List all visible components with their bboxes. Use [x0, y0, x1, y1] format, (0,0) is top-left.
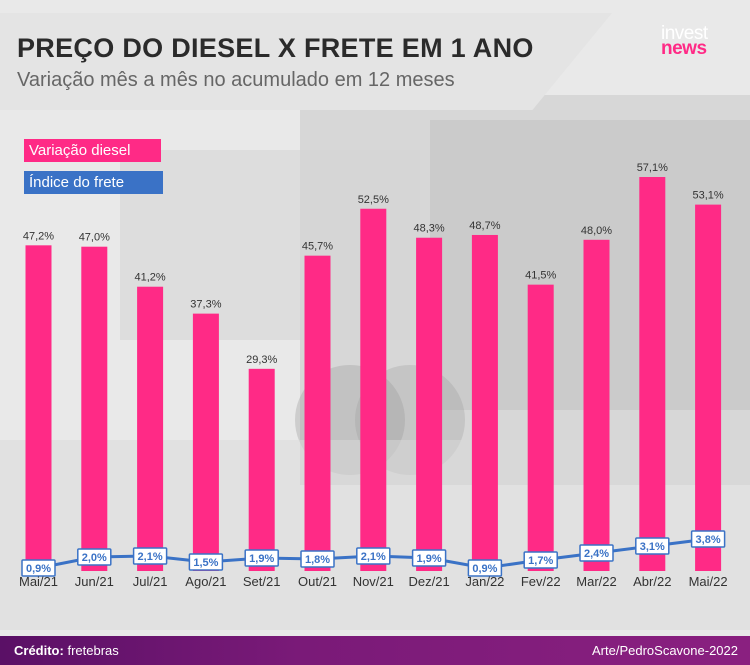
freight-point: [635, 537, 670, 555]
x-tick-label: Mar/22: [576, 574, 616, 589]
x-tick-label: Fev/22: [521, 574, 561, 589]
freight-value-label: 1,7%: [528, 555, 553, 567]
credit-text: Crédito: fretebras: [14, 643, 119, 658]
chart-title: PREÇO DO DIESEL X FRETE EM 1 ANO: [17, 33, 534, 63]
credit-label: Crédito:: [14, 643, 64, 658]
legend-diesel: Variação diesel: [24, 139, 161, 162]
bar-value-label: 41,5%: [525, 270, 556, 282]
freight-value-label: 0,9%: [26, 563, 51, 575]
bar-value-label: 45,7%: [302, 241, 333, 253]
bar-diesel: [527, 284, 554, 571]
bar-value-label: 29,3%: [246, 354, 277, 366]
freight-point: [77, 548, 112, 566]
investnews-logo: invest news: [661, 23, 741, 59]
bar-diesel: [583, 239, 610, 572]
bar-diesel: [81, 246, 108, 571]
bar-value-label: 52,5%: [358, 194, 389, 206]
bar-value-label: 48,7%: [469, 220, 500, 232]
bar-diesel: [192, 313, 219, 571]
bar-diesel: [416, 237, 443, 572]
freight-value-label: 2,1%: [138, 551, 163, 563]
footer-bar: Crédito: fretebras Arte/PedroScavone-202…: [0, 636, 750, 665]
freight-value-label: 1,5%: [193, 557, 218, 569]
x-tick-label: Jan/22: [465, 574, 504, 589]
chart-subtitle: Variação mês a mês no acumulado em 12 me…: [17, 69, 455, 91]
x-tick-label: Mai/21: [19, 574, 58, 589]
art-credit: Arte/PedroScavone-2022: [592, 643, 738, 658]
freight-point: [579, 544, 614, 562]
bar-value-label: 57,1%: [637, 162, 668, 174]
bar-value-label: 48,0%: [581, 225, 612, 237]
bar-diesel: [639, 177, 666, 571]
x-tick-label: Ago/21: [185, 574, 226, 589]
freight-point: [300, 550, 335, 568]
freight-value-label: 3,8%: [696, 534, 721, 546]
x-tick-label: Jun/21: [75, 574, 114, 589]
header-band: [0, 13, 612, 110]
freight-value-label: 1,8%: [305, 554, 330, 566]
legend-frete: Índice do frete: [24, 171, 163, 194]
legend: Variação diesel Índice do frete: [24, 139, 163, 203]
x-tick-label: Mai/22: [689, 574, 728, 589]
freight-value-label: 0,9%: [472, 563, 497, 575]
bar-value-label: 47,0%: [79, 232, 110, 244]
x-tick-label: Nov/21: [353, 574, 394, 589]
x-tick-label: Jul/21: [133, 574, 168, 589]
bar-diesel: [248, 368, 275, 571]
bar-diesel: [695, 204, 722, 572]
logo-text-news: news: [661, 38, 707, 59]
bar-diesel: [25, 245, 52, 571]
bar-value-label: 48,3%: [413, 223, 444, 235]
freight-value-label: 2,1%: [361, 551, 386, 563]
bar-diesel: [137, 286, 164, 571]
logo-text-invest: invest: [661, 23, 708, 44]
freight-point: [356, 547, 391, 565]
freight-point: [21, 559, 56, 577]
bar-value-label: 53,1%: [692, 190, 723, 202]
freight-point: [523, 551, 558, 569]
chart-svg: 47,2% 47,0% 41,2% 37,3% 29,3% 45,7% 52,5% 48,3%…: [19, 162, 728, 589]
bar-diesel: [304, 255, 331, 572]
freight-point: [467, 559, 503, 577]
freight-value-label: 3,1%: [640, 541, 665, 553]
bar-diesel: [471, 234, 498, 571]
freight-point: [244, 549, 279, 567]
x-tick-label: Out/21: [298, 574, 337, 589]
freight-point: [690, 530, 726, 548]
freight-value-label: 1,9%: [249, 553, 274, 565]
freight-point: [411, 549, 447, 567]
freight-point: [188, 553, 224, 571]
freight-value-label: 2,4%: [584, 548, 609, 560]
freight-point: [132, 547, 168, 565]
bar-value-label: 41,2%: [134, 272, 165, 284]
x-tick-label: Dez/21: [408, 574, 449, 589]
bar-value-label: 47,2%: [23, 230, 54, 242]
freight-value-label: 2,0%: [82, 552, 107, 564]
x-tick-label: Set/21: [243, 574, 281, 589]
bar-diesel: [360, 208, 387, 571]
freight-value-label: 1,9%: [417, 553, 442, 565]
credit-value: fretebras: [67, 643, 119, 658]
x-tick-label: Abr/22: [633, 574, 671, 589]
bar-value-label: 37,3%: [190, 299, 221, 311]
